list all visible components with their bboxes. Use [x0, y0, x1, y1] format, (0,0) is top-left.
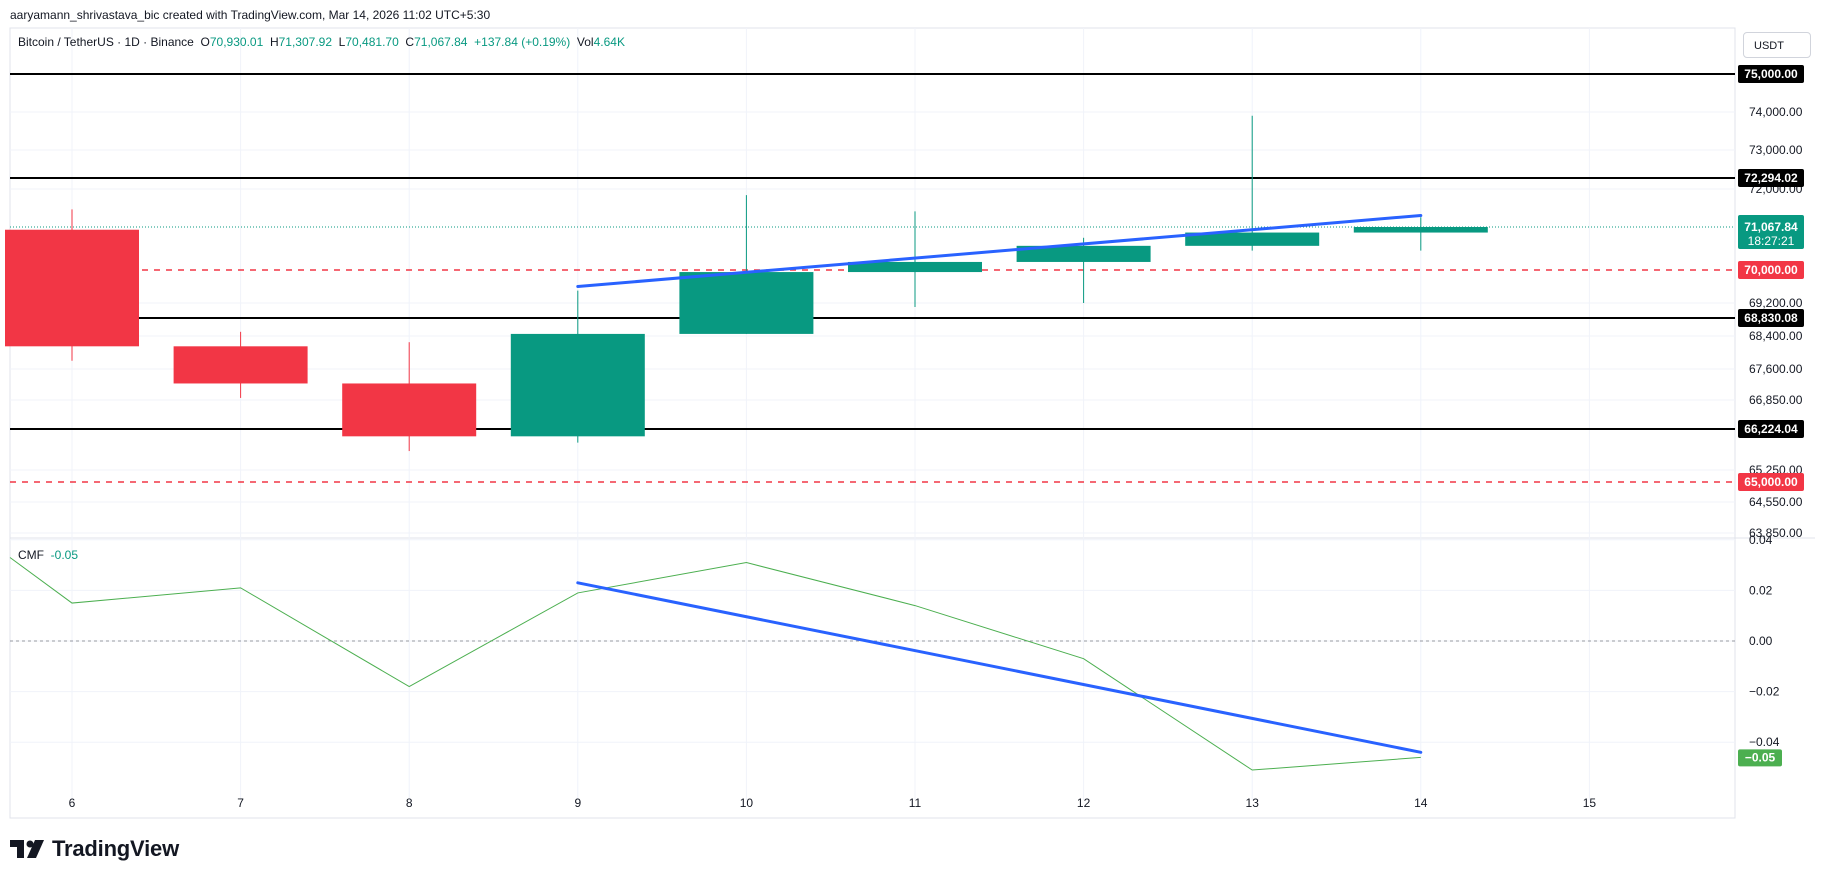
symbol-legend: Bitcoin / TetherUS · 1D · Binance O70,93… — [18, 35, 625, 49]
tradingview-logo-text: TradingView — [52, 836, 179, 861]
level-label: 66,224.04 — [1744, 422, 1798, 436]
cmf-tick-label: −0.04 — [1749, 735, 1780, 749]
time-tick-label: 10 — [740, 796, 754, 810]
cmf-tick-label: 0.00 — [1749, 634, 1773, 648]
chart-frame — [9, 27, 1736, 819]
time-tick-label: 13 — [1246, 796, 1260, 810]
price-trendline — [576, 213, 1423, 288]
level-label: 75,000.00 — [1744, 67, 1798, 81]
level-label-tag — [1738, 65, 1804, 83]
close-label: C — [405, 35, 415, 49]
level-label-tag — [1738, 420, 1804, 438]
low-label: L — [338, 35, 346, 49]
cmf-name: CMF — [18, 548, 44, 562]
high-label: H — [269, 35, 279, 49]
price-tick-label: 66,850.00 — [1749, 393, 1803, 407]
time-tick-label: 11 — [909, 796, 922, 810]
time-tick-label: 8 — [406, 796, 413, 810]
level-label-tag — [1738, 169, 1804, 187]
close-value: 71,067.84 — [414, 35, 468, 49]
open-label: O — [200, 35, 210, 49]
time-tick-label: 9 — [574, 796, 581, 810]
candle-body — [342, 383, 477, 437]
cmf-trendline — [576, 581, 1423, 754]
cmf-line — [9, 557, 1421, 771]
level-label: 70,000.00 — [1744, 263, 1798, 277]
level-label: 72,294.02 — [1744, 171, 1798, 185]
time-tick-label: 7 — [237, 796, 244, 810]
level-label: 65,000.00 — [1744, 475, 1798, 489]
attribution-text: aaryamann_shrivastava_bic created with T… — [10, 8, 491, 22]
tradingview-logo[interactable]: TradingView — [10, 836, 179, 862]
price-tick-label: 64,550.00 — [1749, 495, 1803, 509]
level-label-tag — [1738, 309, 1804, 327]
time-tick-label: 6 — [69, 796, 76, 810]
level-label-tag — [1738, 261, 1804, 279]
candle-body — [679, 272, 814, 334]
change-value: +137.84 (+0.19%) — [474, 35, 571, 49]
tradingview-logo-icon — [10, 840, 44, 858]
cmf-tick-label: −0.02 — [1749, 685, 1780, 699]
price-tick-label: 67,600.00 — [1749, 362, 1803, 376]
currency-button[interactable]: USDT — [1743, 32, 1811, 58]
time-tick-label: 12 — [1077, 796, 1091, 810]
cmf-value: -0.05 — [50, 548, 79, 562]
last-price-tag — [1738, 215, 1804, 249]
cmf-tick-label: 0.04 — [1749, 533, 1773, 547]
candle-body — [173, 346, 308, 384]
countdown-label: 18:27:21 — [1748, 234, 1795, 248]
cmf-legend: CMF -0.05 — [18, 548, 78, 562]
last-price-label: 71,067.84 — [1744, 220, 1798, 234]
candle-body — [1185, 232, 1320, 246]
cmf-value-tag — [1738, 749, 1782, 767]
high-value: 71,307.92 — [278, 35, 332, 49]
candle-body — [5, 229, 139, 347]
candle-body — [1016, 245, 1151, 262]
price-tick-label: 69,200.00 — [1749, 296, 1803, 310]
open-value: 70,930.01 — [209, 35, 264, 49]
volume-label: Vol — [576, 35, 594, 49]
price-tick-label: 73,000.00 — [1749, 143, 1803, 157]
candle-body — [510, 333, 645, 437]
price-tick-label: 68,400.00 — [1749, 329, 1803, 343]
price-tick-label: 63,850.00 — [1749, 526, 1803, 540]
cmf-tick-label: 0.02 — [1749, 583, 1773, 597]
symbol-name: Bitcoin / TetherUS · 1D · Binance — [18, 35, 194, 49]
level-label-tag — [1738, 473, 1804, 491]
low-value: 70,481.70 — [345, 35, 399, 49]
price-tick-label: 74,000.00 — [1749, 105, 1803, 119]
cmf-value-label: −0.05 — [1745, 750, 1776, 764]
volume-value: 4.64K — [593, 35, 625, 49]
candle-body — [1353, 227, 1488, 233]
candle-body — [848, 261, 982, 273]
level-label: 68,830.08 — [1744, 311, 1798, 325]
time-tick-label: 15 — [1583, 796, 1597, 810]
time-tick-label: 14 — [1414, 796, 1428, 810]
